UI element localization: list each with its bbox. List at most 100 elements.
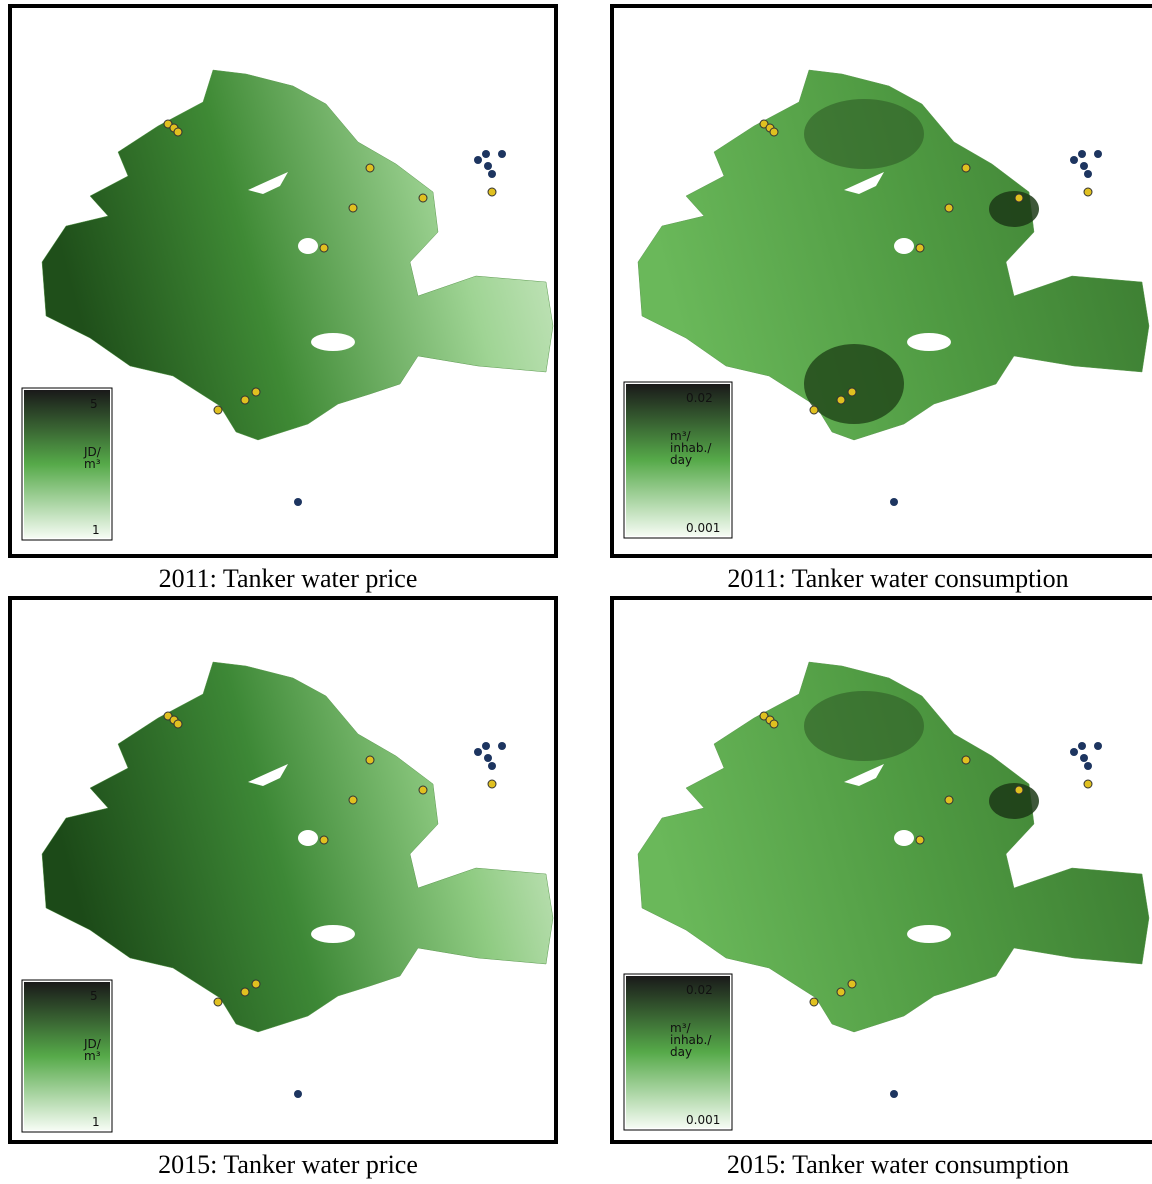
legend-unit: m³ (84, 457, 101, 471)
blue-site (294, 498, 302, 506)
lake (894, 830, 914, 846)
blue-site (294, 1090, 302, 1098)
caption: 2011: Tanker water consumption (727, 564, 1069, 593)
yellow-site (809, 405, 819, 415)
blue-site (484, 754, 492, 762)
yellow-site (836, 987, 846, 997)
blue-site (890, 498, 898, 506)
yellow-site (319, 835, 329, 845)
yellow-site (251, 979, 261, 989)
yellow-site (213, 405, 223, 415)
lake (298, 830, 318, 846)
map (637, 661, 1150, 1098)
region (637, 661, 1150, 1033)
dark-patch (804, 344, 904, 424)
yellow-site (348, 795, 358, 805)
blue-site (474, 156, 482, 164)
yellow-site (1014, 785, 1024, 795)
blue-site (474, 748, 482, 756)
yellow-site (240, 987, 250, 997)
legend-min: 1 (92, 523, 100, 537)
map-panel: 5 JD/m³ 1 (8, 596, 558, 1144)
legend-unit: m³ (84, 1049, 101, 1063)
map-panel: 0.02 m³/inhab./day 0.001 (610, 596, 1152, 1144)
yellow-site (836, 395, 846, 405)
yellow-site (319, 243, 329, 253)
yellow-site (173, 719, 183, 729)
yellow-site (769, 127, 779, 137)
yellow-site (173, 127, 183, 137)
yellow-site (847, 979, 857, 989)
blue-site (1080, 754, 1088, 762)
dark-patch (804, 99, 924, 169)
yellow-site (847, 387, 857, 397)
dark-patch (989, 783, 1039, 819)
blue-site (1094, 742, 1102, 750)
map (637, 69, 1150, 506)
map (41, 661, 554, 1098)
lake (894, 238, 914, 254)
yellow-site (944, 203, 954, 213)
legend-unit: JD/ (83, 445, 102, 459)
blue-site (488, 170, 496, 178)
legend-unit: m³/ (670, 429, 692, 443)
region (41, 661, 554, 1033)
legend-ramp (626, 976, 730, 1128)
blue-site (1078, 742, 1086, 750)
legend-unit: inhab./ (670, 1033, 712, 1047)
yellow-site (418, 193, 428, 203)
lake (298, 238, 318, 254)
legend-max: 5 (90, 989, 98, 1003)
yellow-site (944, 795, 954, 805)
blue-site (482, 742, 490, 750)
legend-unit: day (670, 453, 692, 467)
legend-min: 0.001 (686, 521, 720, 535)
legend-max: 0.02 (686, 391, 713, 405)
lake (248, 172, 288, 194)
legend-ramp (626, 384, 730, 536)
legend-min: 0.001 (686, 1113, 720, 1127)
map-panel: 5 JD/m³ 1 (8, 4, 558, 558)
yellow-site (915, 835, 925, 845)
yellow-site (240, 395, 250, 405)
dark-patch (804, 691, 924, 761)
blue-site (1070, 748, 1078, 756)
legend-unit: JD/ (83, 1037, 102, 1051)
blue-site (498, 742, 506, 750)
legend-max: 5 (90, 397, 98, 411)
yellow-site (961, 163, 971, 173)
legend-unit: day (670, 1045, 692, 1059)
yellow-site (418, 785, 428, 795)
blue-site (890, 1090, 898, 1098)
yellow-site (487, 187, 497, 197)
blue-site (1094, 150, 1102, 158)
legend-unit: inhab./ (670, 441, 712, 455)
lake (248, 764, 288, 786)
yellow-site (961, 755, 971, 765)
yellow-site (365, 163, 375, 173)
blue-site (1080, 162, 1088, 170)
blue-site (1078, 150, 1086, 158)
caption: 2015: Tanker water price (158, 1150, 418, 1179)
caption: 2015: Tanker water consumption (726, 1150, 1070, 1179)
legend-ramp (24, 982, 110, 1130)
dark-patch (989, 191, 1039, 227)
yellow-site (769, 719, 779, 729)
yellow-site (487, 779, 497, 789)
region (41, 69, 554, 441)
caption: 2011: Tanker water price (158, 564, 418, 593)
lake (907, 925, 951, 943)
yellow-site (213, 997, 223, 1007)
yellow-site (348, 203, 358, 213)
legend-unit: m³/ (670, 1021, 692, 1035)
yellow-site (1014, 193, 1024, 203)
yellow-site (1083, 187, 1093, 197)
lake (311, 925, 355, 943)
blue-site (488, 762, 496, 770)
yellow-site (809, 997, 819, 1007)
blue-site (482, 150, 490, 158)
blue-site (1084, 170, 1092, 178)
legend-ramp (24, 390, 110, 538)
yellow-site (251, 387, 261, 397)
